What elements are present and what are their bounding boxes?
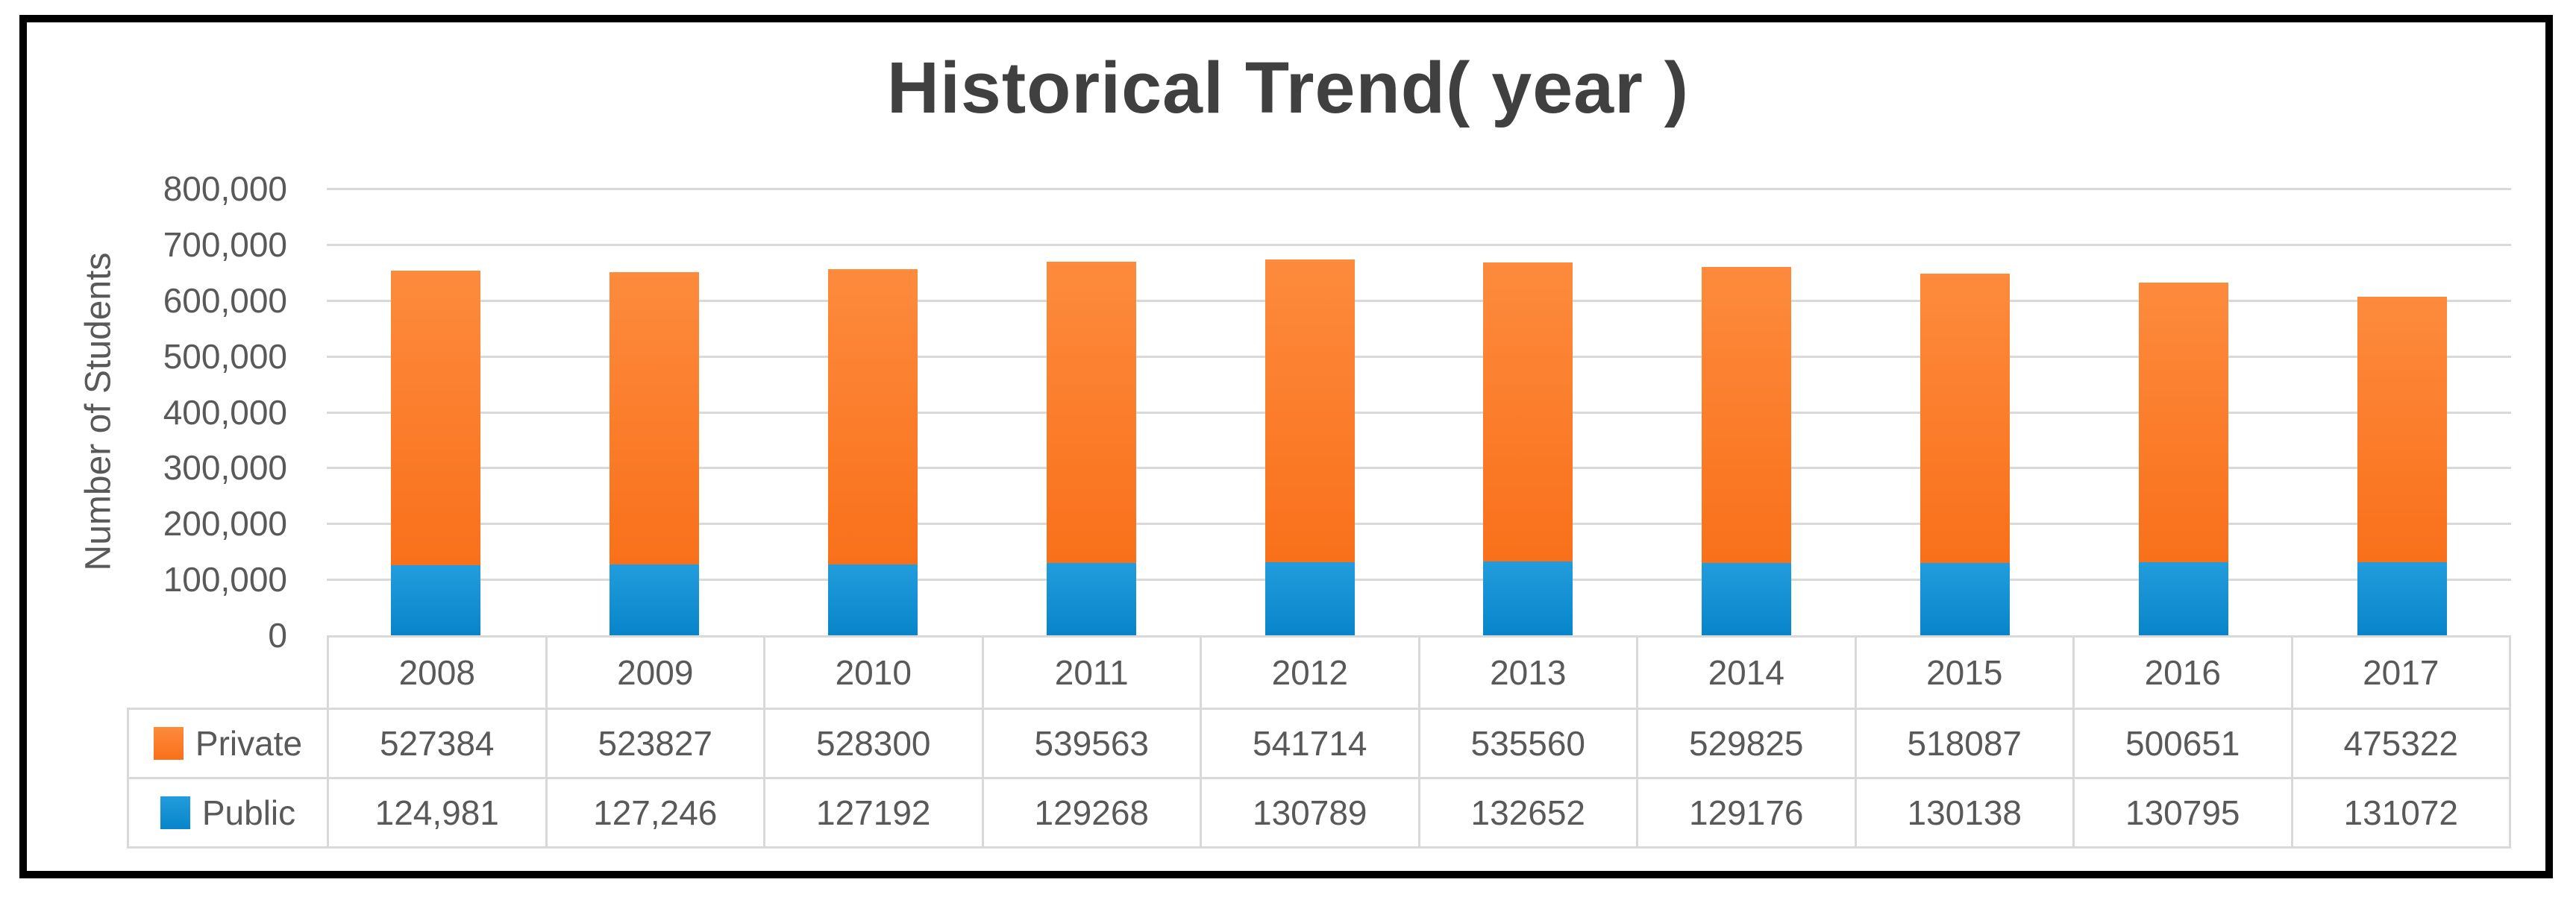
table-cell-private-value: 518087 (1854, 710, 2073, 777)
table-cell-public-value: 130795 (2072, 779, 2291, 846)
table-cell-private-value: 541714 (1200, 710, 1418, 777)
table-cell-year: 2012 (1200, 638, 1418, 708)
legend-cell-public: Public (129, 779, 327, 846)
table-cell-private-value: 523827 (545, 710, 764, 777)
legend-swatch-private (153, 727, 184, 760)
bar-segment-private (1265, 259, 1355, 562)
table-cell-public-value: 130789 (1200, 779, 1418, 846)
y-tick-label: 0 (268, 616, 287, 655)
bar-segment-private (2357, 297, 2447, 562)
table-cell-public-value: 124,981 (327, 779, 545, 846)
gridline (327, 579, 2511, 581)
bar-segment-public (1702, 563, 1791, 635)
gridline (327, 356, 2511, 358)
bar-segment-public (1920, 563, 2010, 635)
table-cell-public-value: 129176 (1636, 779, 1855, 846)
table-cell-private-value: 500651 (2072, 710, 2291, 777)
table-cell-year: 2011 (981, 638, 1200, 708)
bar-segment-public (1047, 563, 1136, 635)
table-cell-public-value: 127,246 (545, 779, 764, 846)
chart-title: Historical Trend( year ) (886, 47, 1690, 128)
legend-swatch-public (160, 796, 190, 829)
table-cell-year: 2013 (1417, 638, 1637, 708)
bar-segment-private (1483, 262, 1573, 561)
table-row-public: Public 124,981 127,246 127192 129268 130789 13… (127, 777, 2511, 849)
table-cell-year: 2009 (545, 638, 764, 708)
legend-label-public: Public (201, 793, 296, 832)
bar-segment-private (1047, 262, 1136, 563)
table-cell-year: 2008 (398, 653, 475, 692)
bar-segment-public (1483, 561, 1573, 635)
gridline (327, 188, 2511, 190)
y-tick-label: 700,000 (163, 224, 287, 264)
table-cell-year: 2015 (1854, 638, 2073, 708)
gridline (327, 300, 2511, 302)
y-tick-label: 400,000 (163, 392, 287, 432)
legend-cell-private: Private (129, 710, 327, 777)
table-cell-private-value: 539563 (981, 710, 1200, 777)
table-cell-public-value: 130138 (1854, 779, 2073, 846)
table-cell-private-value: 528300 (763, 710, 982, 777)
table-row-private: Private 527384 523827 528300 539563 541714 535… (127, 708, 2511, 779)
y-tick-label: 600,000 (163, 280, 287, 320)
table-cell-public-value: 127192 (763, 779, 982, 846)
y-tick-label: 800,000 (163, 169, 287, 208)
bar-segment-public (828, 564, 918, 635)
bar-segment-public (2139, 562, 2228, 635)
bar-segment-public (1265, 562, 1355, 635)
table-cell-public-value: 129268 (981, 779, 1200, 846)
plot-area (327, 188, 2511, 635)
bar-segment-private (609, 272, 699, 564)
legend-label-private: Private (195, 724, 303, 763)
gridline (327, 467, 2511, 469)
table-cell-year: 2017 (2290, 638, 2510, 708)
bar-segment-private (1920, 274, 2010, 563)
bar-segment-private (2139, 283, 2228, 562)
bar-segment-public (2357, 562, 2447, 635)
table-cell-public-value: 131072 (2290, 779, 2510, 846)
table-cell-year: 2016 (2072, 638, 2291, 708)
table-cell-private-value: 475322 (2290, 710, 2510, 777)
bar-segment-private (828, 269, 918, 564)
gridline (327, 412, 2511, 414)
table-cell-private-value: 527384 (327, 710, 545, 777)
bar-segment-private (1702, 267, 1791, 563)
bar-segment-public (391, 565, 480, 635)
bar-segment-public (609, 564, 699, 635)
table-cell-year: 2014 (1636, 638, 1855, 708)
table-cell-year: 2010 (763, 638, 982, 708)
gridline (327, 523, 2511, 525)
y-tick-label: 100,000 (163, 560, 287, 599)
gridline (327, 244, 2511, 246)
y-tick-label: 500,000 (163, 336, 287, 376)
y-tick-label: 300,000 (163, 448, 287, 488)
y-tick-label: 200,000 (163, 504, 287, 544)
table-cell-private-value: 529825 (1636, 710, 1855, 777)
table-row-years: 2008 2009 2010 2011 2012 2013 2014 2015 2016 2017 (327, 635, 2511, 710)
bar-segment-private (391, 271, 480, 565)
table-cell-public-value: 132652 (1417, 779, 1637, 846)
table-cell-private-value: 535560 (1417, 710, 1637, 777)
